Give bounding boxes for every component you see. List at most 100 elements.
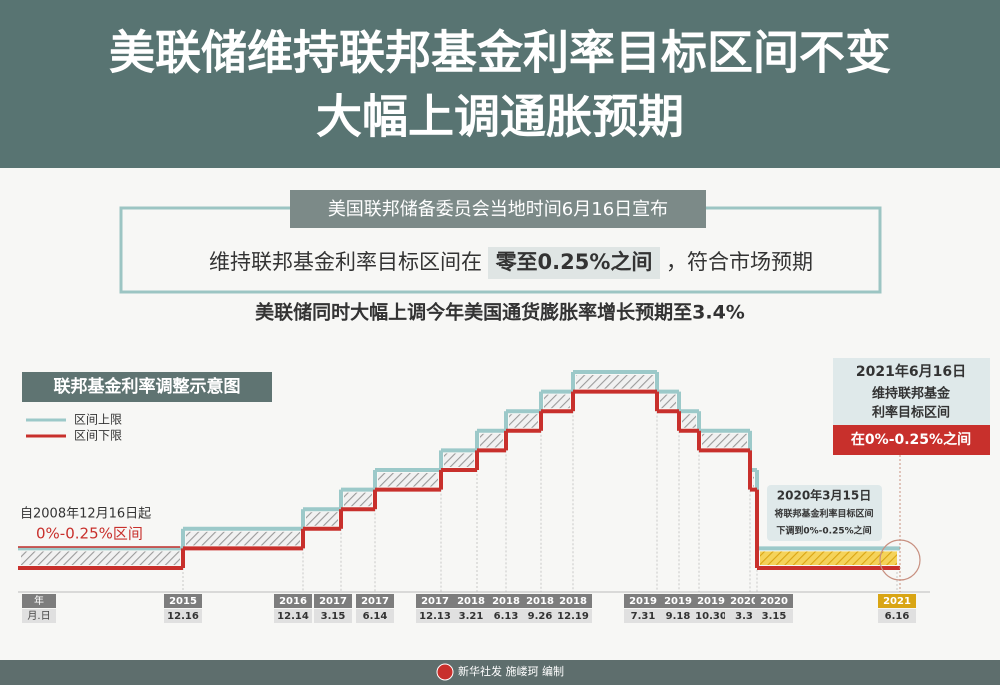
- rate-range: [186, 531, 300, 546]
- axis-header: 月.日: [27, 610, 50, 622]
- date-bg: [554, 609, 592, 623]
- x-tick-label: 12.13: [419, 611, 451, 622]
- year-bg: [521, 594, 559, 608]
- rate-range: [660, 394, 676, 409]
- rate-range: [682, 414, 696, 428]
- title-line: 大幅上调通胀预期: [316, 90, 684, 144]
- x-tick-label: 9.18: [666, 611, 691, 622]
- year-bg: [452, 594, 490, 608]
- axis-header: 年: [34, 594, 44, 607]
- x-tick-label: 3.15: [321, 611, 346, 622]
- x-tick-label: 2018: [492, 596, 520, 607]
- callout-text: 利率目标区间: [872, 405, 950, 421]
- rate-range: [753, 473, 754, 487]
- date-bg: [624, 609, 662, 623]
- callout-bg: [833, 358, 990, 428]
- year-bg: [878, 594, 916, 608]
- x-tick-label: 6.16: [885, 611, 910, 622]
- rate-range: [344, 492, 372, 507]
- year-bg: [692, 594, 730, 608]
- x-tick-label: 2018: [457, 596, 485, 607]
- year-bg: [659, 594, 697, 608]
- announce-tag-bg: [290, 190, 706, 228]
- x-tick-label: 2017: [361, 596, 389, 607]
- date-bg: [314, 609, 352, 623]
- legend-label: 区间下限: [74, 429, 122, 443]
- year-bg: [274, 594, 312, 608]
- announce-text: ，符合市场预期: [666, 250, 813, 274]
- footer-credit: 新华社发 施嵝珂 编制: [458, 664, 564, 678]
- highlight-circle: [879, 539, 921, 581]
- date-bg: [452, 609, 490, 623]
- x-tick-label: 12.16: [167, 611, 199, 622]
- chart-title: 联邦基金利率调整示意图: [54, 376, 241, 397]
- announce-tag: 美国联邦储备委员会当地时间6月16日宣布: [328, 199, 668, 220]
- date-bg: [659, 609, 697, 623]
- year-bg: [624, 594, 662, 608]
- date-bg: [22, 609, 56, 623]
- x-tick-label: 3.21: [459, 611, 484, 622]
- year-bg: [487, 594, 525, 608]
- rate-range: [21, 551, 180, 565]
- year-bg: [314, 594, 352, 608]
- rate-range: [306, 512, 338, 526]
- date-bg: [692, 609, 730, 623]
- callout-text: 维持联邦基金: [872, 386, 951, 402]
- x-tick-label: 2019: [697, 596, 725, 607]
- rate-range: [576, 375, 654, 389]
- callout-text: 下调到0%-0.25%之间: [776, 525, 871, 537]
- title-line: 美联储维持联邦基金利率目标区间不变: [109, 26, 891, 80]
- x-tick-label: 2015: [169, 596, 197, 607]
- x-tick-label: 6.13: [494, 611, 519, 622]
- x-tick-label: 3.3: [735, 611, 753, 622]
- highlight-bg: [488, 247, 660, 279]
- x-tick-label: 12.14: [277, 611, 309, 622]
- x-tick-label: 2020: [730, 596, 758, 607]
- rate-range: [702, 433, 747, 448]
- x-tick-label: 7.31: [631, 611, 656, 622]
- header-bg: [0, 0, 1000, 168]
- x-tick-label: 3.15: [762, 611, 787, 622]
- year-bg: [22, 594, 56, 608]
- x-tick-label: 9.26: [528, 611, 553, 622]
- x-tick-label: 10.30: [695, 611, 727, 622]
- x-tick-label: 2021: [883, 596, 911, 607]
- year-bg: [725, 594, 763, 608]
- date-bg: [878, 609, 916, 623]
- logo: [436, 663, 454, 681]
- callout-title: 2021年6月16日: [856, 363, 966, 380]
- legend-label: 区间上限: [74, 413, 122, 427]
- year-bg: [755, 594, 793, 608]
- x-tick-label: 2019: [629, 596, 657, 607]
- date-bg: [755, 609, 793, 623]
- date-bg: [164, 609, 202, 623]
- x-tick-label: 2018: [526, 596, 554, 607]
- rate-range: [509, 414, 538, 428]
- rate-range: [480, 433, 503, 448]
- annotation: 0%-0.25%区间: [36, 525, 143, 543]
- x-tick-label: 6.14: [363, 611, 388, 622]
- rate-range: [760, 551, 897, 565]
- year-bg: [164, 594, 202, 608]
- x-tick-label: 2017: [421, 596, 449, 607]
- x-tick-label: 2016: [279, 596, 307, 607]
- chart-title-bg: [22, 372, 272, 402]
- date-bg: [416, 609, 454, 623]
- x-tick-label: 2017: [319, 596, 347, 607]
- x-tick-label: 12.19: [557, 611, 589, 622]
- date-bg: [725, 609, 763, 623]
- footer-bg: [0, 660, 1000, 685]
- annotation: 自2008年12月16日起: [20, 507, 151, 522]
- year-bg: [416, 594, 454, 608]
- subline: 美联储同时大幅上调今年美国通货膨胀率增长预期至3.4%: [255, 301, 745, 324]
- callout-text: 将联邦基金利率目标区间: [774, 508, 873, 520]
- callout-range: 在0%-0.25%之间: [851, 431, 971, 448]
- rate-range: [544, 394, 570, 409]
- x-tick-label: 2020: [760, 596, 788, 607]
- date-bg: [274, 609, 312, 623]
- date-bg: [521, 609, 559, 623]
- callout-title: 2020年3月15日: [777, 488, 871, 503]
- callout-bg: [767, 485, 882, 541]
